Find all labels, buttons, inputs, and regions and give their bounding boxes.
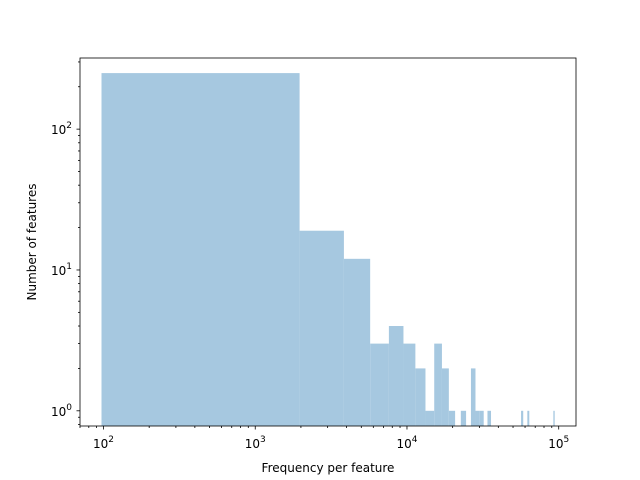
histogram-bar-5 <box>403 343 416 426</box>
bars-group <box>101 73 555 426</box>
histogram-bar-16 <box>521 410 524 426</box>
histogram-bar-9 <box>441 368 449 426</box>
histogram-bar-10 <box>448 410 456 426</box>
y-tick-label-2: 102 <box>51 121 72 137</box>
y-tick-label-0: 100 <box>51 403 72 419</box>
plot-area-frame <box>79 57 577 427</box>
y-axis-ticks: 100 101 102 <box>51 61 80 425</box>
histogram-bar-11 <box>460 410 467 426</box>
x-tick-label-2: 104 <box>396 435 417 451</box>
histogram-bar-1 <box>299 230 344 426</box>
histogram-bar-17 <box>527 410 530 426</box>
x-axis-label: Frequency per feature <box>262 461 395 475</box>
histogram-bar-18 <box>553 410 555 426</box>
histogram-bar-3 <box>370 343 389 426</box>
histogram-bar-15 <box>487 410 492 426</box>
x-tick-label-1: 103 <box>245 435 266 451</box>
histogram-bar-6 <box>415 368 426 426</box>
histogram-bar-0 <box>101 73 300 426</box>
x-axis-ticks: 102 103 104 105 <box>79 426 569 451</box>
x-tick-label-3: 105 <box>548 435 569 451</box>
histogram-bar-12 <box>470 368 476 426</box>
histogram-bar-14 <box>479 410 484 426</box>
y-tick-label-1: 101 <box>51 262 72 278</box>
histogram-bar-7 <box>425 410 435 426</box>
x-tick-label-0: 102 <box>93 435 114 451</box>
histogram-bar-13 <box>475 410 480 426</box>
histogram-bar-8 <box>434 343 442 426</box>
histogram-bar-4 <box>388 326 404 426</box>
y-axis-label: Number of features <box>25 184 39 301</box>
histogram-bar-2 <box>343 258 371 426</box>
